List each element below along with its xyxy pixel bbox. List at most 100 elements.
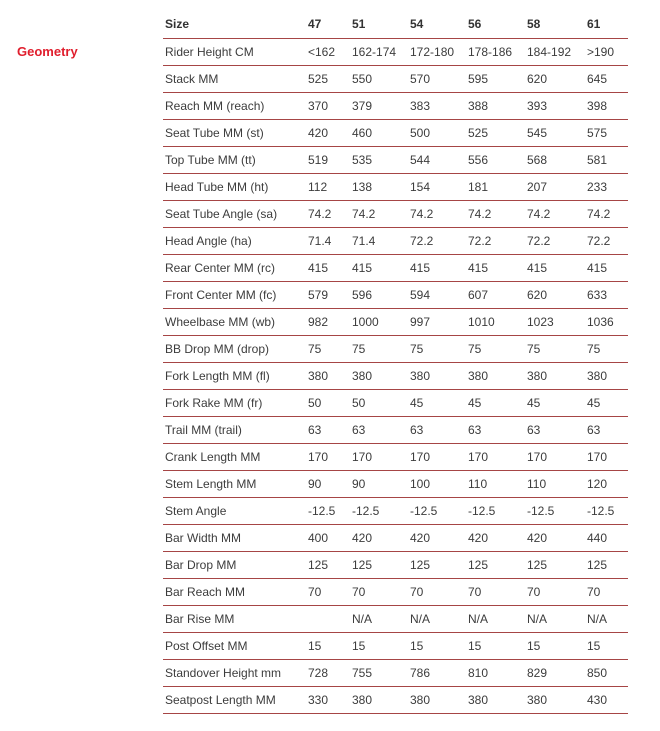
value-cell: -12.5 <box>587 503 615 518</box>
value-cell: 388 <box>468 98 489 113</box>
value-cell: 997 <box>410 314 431 329</box>
row-label: Seatpost Length MM <box>165 692 276 707</box>
value-cell: 415 <box>410 260 431 275</box>
row-label: Fork Length MM (fl) <box>165 368 270 383</box>
value-cell: 330 <box>308 692 329 707</box>
value-cell: 110 <box>527 476 547 491</box>
table-row: Head Tube MM (ht) 112 138 154 181 207 233 <box>163 173 628 200</box>
table-row: Fork Length MM (fl) 380 380 380 380 380 380 <box>163 362 628 389</box>
value-cell: 850 <box>587 665 608 680</box>
value-cell: 154 <box>410 179 431 194</box>
value-cell: 420 <box>468 530 489 545</box>
value-cell: 15 <box>352 638 366 653</box>
table-row: Standover Height mm 728 755 786 810 829 850 <box>163 659 628 686</box>
value-cell: 170 <box>352 449 373 464</box>
table-row: Bar Rise MM N/A N/A N/A N/A N/A <box>163 605 628 632</box>
value-cell: 398 <box>587 98 608 113</box>
value-cell: 63 <box>308 422 322 437</box>
value-cell: 63 <box>468 422 482 437</box>
value-cell: 380 <box>468 368 489 383</box>
column-header: 54 <box>410 16 424 31</box>
table-row: Bar Drop MM 125 125 125 125 125 125 <box>163 551 628 578</box>
value-cell: 380 <box>352 692 373 707</box>
value-cell: 420 <box>308 125 329 140</box>
value-cell: 125 <box>587 557 608 572</box>
value-cell: 500 <box>410 125 431 140</box>
value-cell: 170 <box>468 449 489 464</box>
value-cell: 15 <box>587 638 601 653</box>
table-row: Fork Rake MM (fr) 50 50 45 45 45 45 <box>163 389 628 416</box>
row-label: BB Drop MM (drop) <box>165 341 270 356</box>
row-label: Bar Rise MM <box>165 611 235 626</box>
column-header: 58 <box>527 16 541 31</box>
value-cell: N/A <box>410 611 431 626</box>
table-row: Stem Length MM 90 90 100 110 110 120 <box>163 470 628 497</box>
value-cell: 1010 <box>468 314 495 329</box>
value-cell: <162 <box>308 44 336 59</box>
row-label: Seat Tube Angle (sa) <box>165 206 278 221</box>
table-row: Stack MM 525 550 570 595 620 645 <box>163 65 628 92</box>
value-cell: 380 <box>410 368 431 383</box>
value-cell: 125 <box>308 557 329 572</box>
value-cell: 207 <box>527 179 548 194</box>
value-cell: 525 <box>468 125 489 140</box>
value-cell: 379 <box>352 98 373 113</box>
row-label: Stem Angle <box>165 503 227 518</box>
value-cell: 982 <box>308 314 329 329</box>
value-cell: 125 <box>352 557 373 572</box>
value-cell: 71.4 <box>308 233 332 248</box>
value-cell: 233 <box>587 179 608 194</box>
column-header: 47 <box>308 16 322 31</box>
table-row: Seatpost Length MM 330 380 380 380 380 430 <box>163 686 628 713</box>
value-cell: 383 <box>410 98 431 113</box>
value-cell: 75 <box>587 341 601 356</box>
value-cell: 90 <box>352 476 366 491</box>
row-label: Fork Rake MM (fr) <box>165 395 263 410</box>
row-label: Seat Tube MM (st) <box>165 125 264 140</box>
table-row: Rider Height CM <162 162-174 172-180 178-186… <box>163 38 628 65</box>
table-row: Reach MM (reach) 370 379 383 388 393 398 <box>163 92 628 119</box>
value-cell: 75 <box>352 341 366 356</box>
geometry-table-body: Rider Height CM <162 162-174 172-180 178-186… <box>163 38 628 713</box>
row-label: Standover Height mm <box>165 665 282 680</box>
header-row: Size 47 51 54 56 58 61 <box>163 10 628 38</box>
table-row: Post Offset MM 15 15 15 15 15 15 <box>163 632 628 659</box>
value-cell: 568 <box>527 152 548 167</box>
value-cell: 420 <box>527 530 548 545</box>
value-cell: 170 <box>308 449 329 464</box>
value-cell: 120 <box>587 476 608 491</box>
value-cell: 645 <box>587 71 608 86</box>
value-cell: 112 <box>308 179 328 194</box>
table-row: Rear Center MM (rc) 415 415 415 415 415 415 <box>163 254 628 281</box>
value-cell: 74.2 <box>527 206 551 221</box>
value-cell: 138 <box>352 179 373 194</box>
value-cell: 1036 <box>587 314 614 329</box>
value-cell: 535 <box>352 152 373 167</box>
value-cell: 72.2 <box>527 233 551 248</box>
value-cell: 556 <box>468 152 489 167</box>
row-label: Stem Length MM <box>165 476 257 491</box>
value-cell: >190 <box>587 44 615 59</box>
row-label: Bar Drop MM <box>165 557 237 572</box>
row-label: Trail MM (trail) <box>165 422 242 437</box>
value-cell: 181 <box>468 179 489 194</box>
value-cell: 63 <box>352 422 366 437</box>
row-label: Rear Center MM (rc) <box>165 260 276 275</box>
value-cell: 420 <box>410 530 431 545</box>
value-cell: 15 <box>308 638 322 653</box>
value-cell: 415 <box>587 260 608 275</box>
row-label: Head Tube MM (ht) <box>165 179 269 194</box>
value-cell: 74.2 <box>468 206 492 221</box>
value-cell: 755 <box>352 665 373 680</box>
row-label: Bar Reach MM <box>165 584 246 599</box>
value-cell <box>308 605 352 632</box>
value-cell: 63 <box>587 422 601 437</box>
value-cell: 50 <box>308 395 322 410</box>
value-cell: 90 <box>308 476 322 491</box>
value-cell: 170 <box>410 449 431 464</box>
value-cell: 75 <box>410 341 424 356</box>
value-cell: 74.2 <box>308 206 332 221</box>
table-row: Bar Width MM 400 420 420 420 420 440 <box>163 524 628 551</box>
value-cell: 125 <box>410 557 431 572</box>
table-row: Crank Length MM 170 170 170 170 170 170 <box>163 443 628 470</box>
